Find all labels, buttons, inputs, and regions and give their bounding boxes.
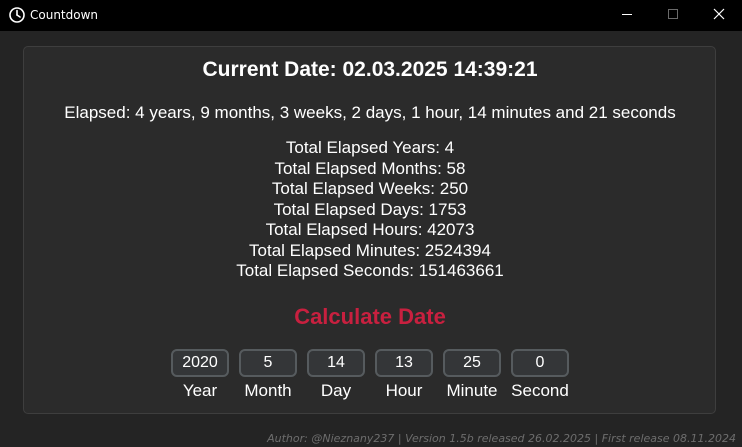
- minute-field-group: 25 Minute: [439, 349, 503, 405]
- year-input[interactable]: 2020: [171, 349, 229, 377]
- month-input[interactable]: 5: [239, 349, 297, 377]
- close-icon: [713, 7, 725, 25]
- maximize-icon: [667, 7, 679, 25]
- day-label: Day: [320, 381, 352, 400]
- day-input[interactable]: 14: [307, 349, 365, 377]
- hour-label: Hour: [385, 381, 423, 400]
- footer-credits: Author: @Nieznany237 | Version 1.5b rele…: [267, 432, 736, 445]
- month-label: Month: [244, 381, 292, 400]
- total-weeks: Total Elapsed Weeks: 250: [271, 179, 469, 198]
- total-seconds: Total Elapsed Seconds: 151463661: [236, 261, 504, 280]
- year-field-group: 2020 Year: [167, 349, 231, 405]
- clock-icon: [8, 6, 26, 24]
- totals-list: Total Elapsed Years: 4 Total Elapsed Mon…: [0, 138, 740, 282]
- total-hours: Total Elapsed Hours: 42073: [265, 220, 475, 239]
- total-days: Total Elapsed Days: 1753: [273, 199, 467, 219]
- date-input-row: 2020 Year 5 Month 14 Day 13 Hour 25 Minu…: [167, 349, 577, 405]
- calculate-date-button[interactable]: Calculate Date: [294, 304, 446, 329]
- total-years: Total Elapsed Years: 4: [285, 138, 455, 157]
- minimize-icon: [621, 7, 633, 25]
- total-minutes: Total Elapsed Minutes: 2524394: [249, 240, 491, 260]
- close-button[interactable]: [696, 0, 742, 31]
- second-field-group: 0 Second: [507, 349, 571, 405]
- elapsed-summary: Elapsed: 4 years, 9 months, 3 weeks, 2 d…: [64, 103, 676, 122]
- current-date-heading: Current Date: 02.03.2025 14:39:21: [202, 58, 538, 81]
- day-field-group: 14 Day: [303, 349, 367, 405]
- total-months: Total Elapsed Months: 58: [274, 158, 466, 178]
- hour-input[interactable]: 13: [375, 349, 433, 377]
- year-label: Year: [182, 381, 218, 400]
- minimize-button[interactable]: [604, 0, 650, 31]
- minute-label: Minute: [446, 381, 498, 400]
- window-title: Countdown: [30, 8, 99, 22]
- maximize-button[interactable]: [650, 0, 696, 31]
- hour-field-group: 13 Hour: [371, 349, 435, 405]
- title-bar[interactable]: Countdown: [0, 0, 742, 31]
- second-input[interactable]: 0: [511, 349, 569, 377]
- month-field-group: 5 Month: [235, 349, 299, 405]
- main-panel: [23, 46, 716, 414]
- minute-input[interactable]: 25: [443, 349, 501, 377]
- second-label: Second: [511, 381, 569, 400]
